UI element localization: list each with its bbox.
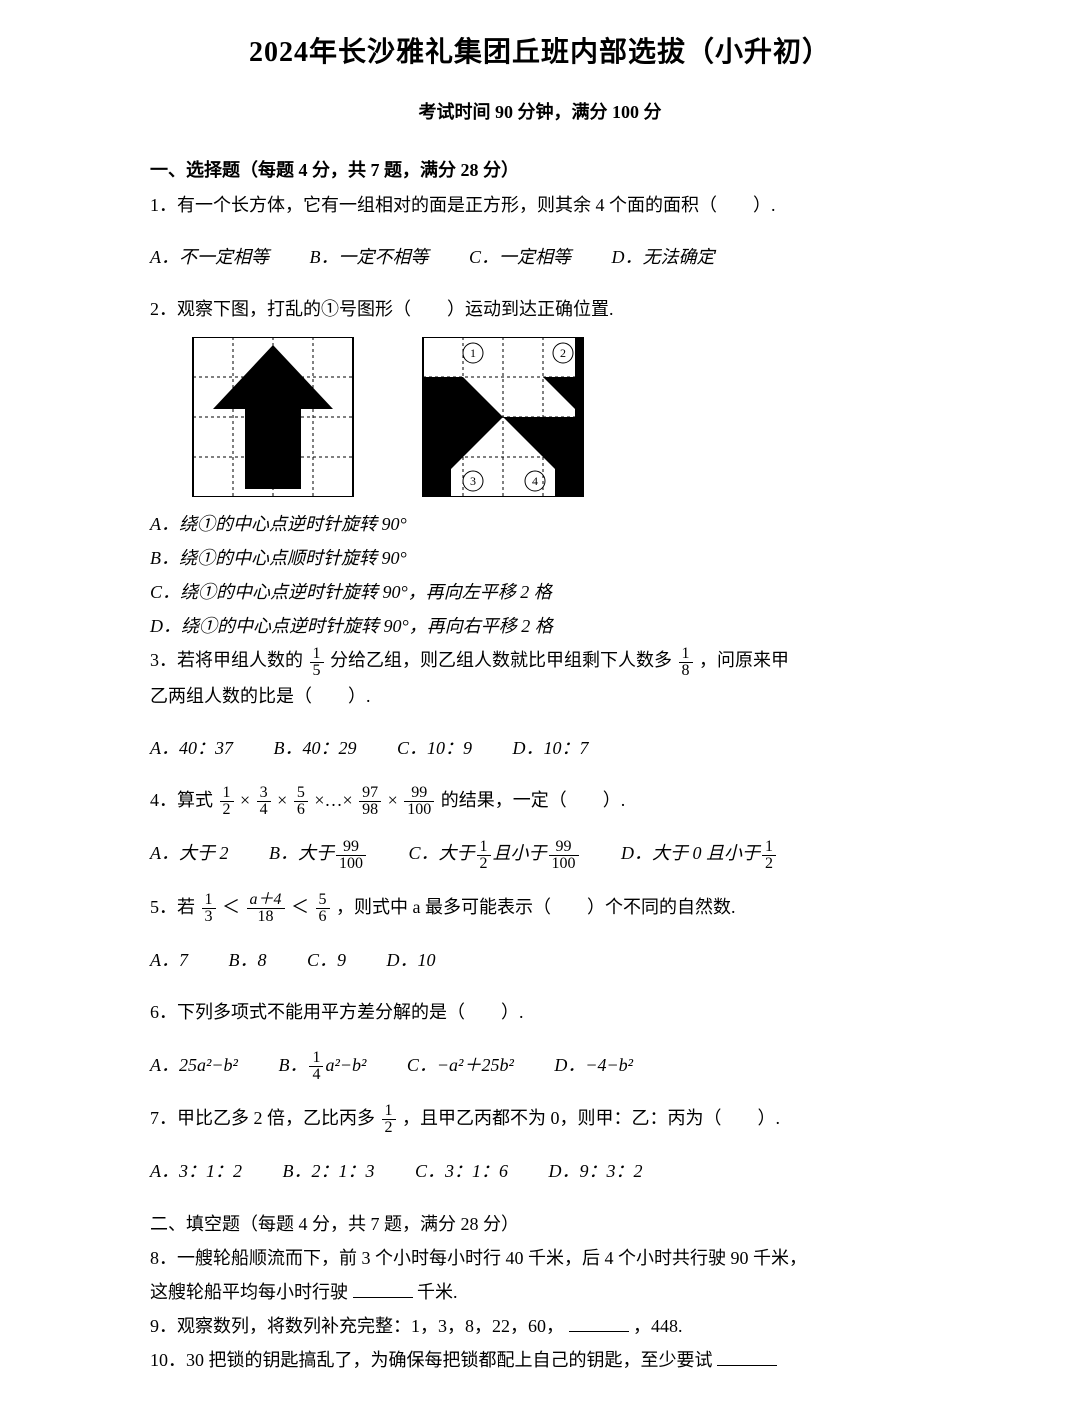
q5-pre: 5．若 — [150, 897, 195, 917]
q8-l1: 8．一艘轮船顺流而下，前 3 个小时每小时行 40 千米，后 4 个小时共行驶 … — [150, 1241, 930, 1275]
q8-l2-post: 千米. — [417, 1282, 458, 1302]
q5-lt2: ＜ — [291, 897, 309, 917]
exam-page: 2024年长沙雅礼集团丘班内部选拔（小升初） 考试时间 90 分钟，满分 100… — [0, 0, 1080, 1417]
q1-opt-b: B．一定不相等 — [310, 247, 429, 267]
q5-lt1: ＜ — [222, 897, 240, 917]
q4-f2: 34 — [257, 785, 271, 818]
section-2-header: 二、填空题（每题 4 分，共 7 题，满分 28 分） — [150, 1207, 930, 1241]
q5-opt-a: A．7 — [150, 950, 188, 970]
q6-opt-a: A．25a²−b² — [150, 1055, 238, 1075]
q3-tail: ，问原来甲 — [699, 650, 789, 670]
q6-opt-b: B．14a²−b² — [278, 1055, 366, 1075]
q7-options: A．3：1：2 B．2：1：3 C．3：1：6 D．9：3：2 — [150, 1154, 930, 1188]
q8-blank — [353, 1279, 413, 1298]
q1-opt-c: C．一定相等 — [469, 247, 571, 267]
q7-pre: 7．甲比乙多 2 倍，乙比丙多 — [150, 1108, 375, 1128]
q2-fig1 — [178, 337, 368, 497]
q4-x3: × — [388, 790, 398, 810]
q3-pre: 3．若将甲组人数的 — [150, 650, 303, 670]
q7-line: 7．甲比乙多 2 倍，乙比丙多 12 ，且甲乙丙都不为 0，则甲：乙：丙为（ ）… — [150, 1101, 930, 1136]
q9-blank — [569, 1313, 629, 1332]
q10-blank — [717, 1347, 777, 1366]
q8-l2-pre: 这艘轮船平均每小时行驶 — [150, 1282, 348, 1302]
q5-f1: 13 — [202, 892, 216, 925]
q2-fig2: 1 2 3 4 — [408, 337, 598, 497]
q2-text: 2．观察下图，打乱的①号图形（ ）运动到达正确位置. — [150, 292, 930, 326]
q9-line: 9．观察数列，将数列补充完整：1，3，8，22，60， ，448. — [150, 1309, 930, 1343]
q4-pre: 4．算式 — [150, 790, 213, 810]
q7-frac: 12 — [382, 1103, 396, 1136]
fig2-label-1: 1 — [470, 346, 476, 360]
q5-options: A．7 B．8 C．9 D．10 — [150, 943, 930, 977]
q1-opt-d: D．无法确定 — [612, 247, 715, 267]
q7-opt-d: D．9：3：2 — [549, 1161, 643, 1181]
q9-post: ，448. — [633, 1316, 683, 1336]
q3-options: A．40：37 B．40：29 C．10：9 D．10：7 — [150, 731, 930, 765]
q5-f3: 56 — [316, 892, 330, 925]
q4-x1: × — [240, 790, 250, 810]
q4-f1: 12 — [220, 785, 234, 818]
q7-opt-c: C．3：1：6 — [415, 1161, 508, 1181]
page-subtitle: 考试时间 90 分钟，满分 100 分 — [150, 98, 930, 124]
q6-text: 6．下列多项式不能用平方差分解的是（ ）. — [150, 995, 930, 1029]
q7-tail: ，且甲乙丙都不为 0，则甲：乙：丙为（ ）. — [402, 1108, 780, 1128]
q2-figures: 1 2 3 4 — [178, 337, 930, 497]
q1-text: 1．有一个长方体，它有一组相对的面是正方形，则其余 4 个面的面积（ ）. — [150, 188, 930, 222]
q6-opt-d: D．−4−b² — [554, 1055, 633, 1075]
q3-line1: 3．若将甲组人数的 15 分给乙组，则乙组人数就比甲组剩下人数多 18 ，问原来… — [150, 643, 930, 678]
q4-opt-a: A．大于 2 — [150, 843, 229, 863]
fig2-label-3: 3 — [470, 474, 476, 488]
q4-opt-b: B．大于99100 — [269, 843, 368, 863]
q4-f5: 99100 — [404, 785, 434, 818]
q5-opt-b: B．8 — [229, 950, 267, 970]
q3-opt-d: D．10：7 — [513, 738, 589, 758]
q10-pre: 10．30 把锁的钥匙搞乱了，为确保每把锁都配上自己的钥匙，至少要试 — [150, 1350, 713, 1370]
q4-f4: 9798 — [359, 785, 381, 818]
q4-line: 4．算式 12 × 34 × 56 ×…× 9798 × 99100 的结果，一… — [150, 783, 930, 818]
q4-opt-d: D．大于 0 且小于12 — [621, 843, 778, 863]
q4-options: A．大于 2 B．大于99100 C．大于12且小于99100 D．大于 0 且… — [150, 836, 930, 871]
q2-opt-b: B．绕①的中心点顺时针旋转 90° — [150, 541, 930, 575]
q5-opt-d: D．10 — [387, 950, 436, 970]
q3-frac2: 18 — [679, 646, 693, 679]
fig2-label-4: 4 — [532, 474, 538, 488]
q7-opt-a: A．3：1：2 — [150, 1161, 242, 1181]
q3-mid: 分给乙组，则乙组人数就比甲组剩下人数多 — [330, 650, 672, 670]
q4-dots: ×…× — [314, 790, 352, 810]
q1-options: A．不一定相等 B．一定不相等 C．一定相等 D．无法确定 — [150, 240, 930, 274]
q2-opt-c: C．绕①的中心点逆时针旋转 90°，再向左平移 2 格 — [150, 575, 930, 609]
q3-opt-a: A．40：37 — [150, 738, 233, 758]
q2-opt-a: A．绕①的中心点逆时针旋转 90° — [150, 507, 930, 541]
q5-f2: a＋418 — [247, 892, 285, 925]
q2-opt-d: D．绕①的中心点逆时针旋转 90°，再向右平移 2 格 — [150, 609, 930, 643]
q4-f3: 56 — [294, 785, 308, 818]
q4-opt-c: C．大于12且小于99100 — [409, 843, 581, 863]
q10-line: 10．30 把锁的钥匙搞乱了，为确保每把锁都配上自己的钥匙，至少要试 — [150, 1343, 930, 1377]
q3-opt-c: C．10：9 — [397, 738, 472, 758]
q3-line2: 乙两组人数的比是（ ）. — [150, 679, 930, 713]
q1-opt-a: A．不一定相等 — [150, 247, 269, 267]
q5-opt-c: C．9 — [307, 950, 346, 970]
fig2-label-2: 2 — [560, 346, 566, 360]
q9-pre: 9．观察数列，将数列补充完整：1，3，8，22，60， — [150, 1316, 564, 1336]
section-1-header: 一、选择题（每题 4 分，共 7 题，满分 28 分） — [150, 156, 930, 182]
q6-options: A．25a²−b² B．14a²−b² C．−a²＋25b² D．−4−b² — [150, 1048, 930, 1083]
q8-l2: 这艘轮船平均每小时行驶 千米. — [150, 1275, 930, 1309]
q3-opt-b: B．40：29 — [274, 738, 357, 758]
page-title: 2024年长沙雅礼集团丘班内部选拔（小升初） — [150, 30, 930, 70]
q7-opt-b: B．2：1：3 — [283, 1161, 375, 1181]
q5-line: 5．若 13 ＜ a＋418 ＜ 56 ，则式中 a 最多可能表示（ ）个不同的… — [150, 890, 930, 925]
q3-frac1: 15 — [310, 646, 324, 679]
q5-tail: ，则式中 a 最多可能表示（ ）个不同的自然数. — [336, 897, 736, 917]
q6-opt-c: C．−a²＋25b² — [407, 1055, 514, 1075]
q4-tail: 的结果，一定（ ）. — [441, 790, 626, 810]
q4-x2: × — [277, 790, 287, 810]
